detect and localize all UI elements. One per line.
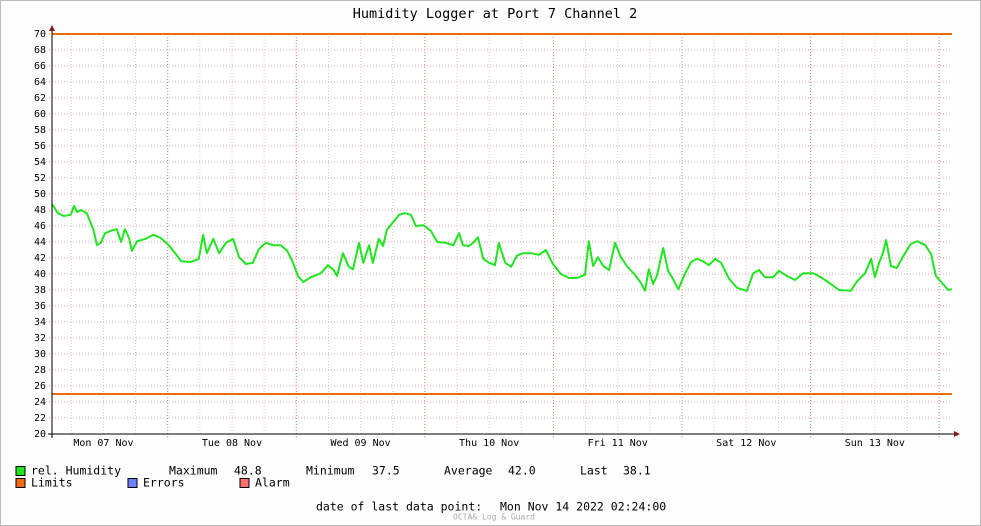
legend-swatch (127, 478, 138, 488)
y-tick-label: 30 (34, 349, 46, 360)
y-tick-label: 22 (34, 413, 46, 424)
y-tick-label: 20 (34, 429, 46, 440)
data-line (51, 203, 953, 292)
x-tick-label: Fri 11 Nov (588, 438, 648, 449)
y-tick-label: 52 (34, 173, 46, 184)
stat-label: Average (444, 464, 493, 478)
y-tick-label: 48 (34, 205, 46, 216)
y-tick-label: 64 (34, 77, 46, 88)
y-tick-label: 26 (34, 381, 46, 392)
x-tick-label: Sun 13 Nov (845, 438, 905, 449)
stat-value: 42.0 (508, 464, 536, 478)
stat-value: 48.8 (234, 464, 262, 478)
y-tick-label: 42 (34, 253, 46, 264)
plot-area (52, 34, 952, 434)
y-tick-label: 28 (34, 365, 46, 376)
chart-title: Humidity Logger at Port 7 Channel 2 (353, 6, 637, 22)
legend-label: Errors (143, 476, 185, 490)
y-tick-label: 24 (34, 397, 46, 408)
grid (49, 33, 952, 437)
legend-label: Alarm (255, 476, 290, 490)
legend-swatch (239, 478, 250, 488)
y-tick-label: 50 (34, 189, 46, 200)
y-tick-label: 34 (34, 317, 46, 328)
x-tick-label: Tue 08 Nov (202, 438, 262, 449)
x-arrow (954, 431, 960, 437)
y-tick-label: 44 (34, 237, 46, 248)
y-tick-label: 32 (34, 333, 46, 344)
x-tick-label: Sat 12 Nov (716, 438, 776, 449)
y-arrow (49, 25, 55, 31)
y-tick-label: 40 (34, 269, 46, 280)
labels: 20 22 24 26 28 30 32 34 36 38 40 42 44 46 48 50 52 54 56 58… (34, 29, 905, 449)
x-tick-label: Wed 09 Nov (330, 438, 390, 449)
y-tick-label: 46 (34, 221, 46, 232)
stat-label: Maximum (169, 464, 218, 478)
legend-label: Limits (31, 476, 73, 490)
watermark: OCTA& Log & Guard (453, 513, 535, 522)
y-tick-label: 58 (34, 125, 46, 136)
y-tick-label: 38 (34, 285, 46, 296)
y-tick-label: 66 (34, 61, 46, 72)
y-tick-label: 36 (34, 301, 46, 312)
stat-label: Last (580, 464, 608, 478)
footer-label: date of last data point: (316, 500, 482, 514)
legend-swatch (15, 466, 26, 476)
stat-value: 38.1 (623, 464, 651, 478)
y-tick-label: 54 (34, 157, 46, 168)
footer-value: Mon Nov 14 2022 02:24:00 (500, 500, 666, 514)
x-tick-label: Mon 07 Nov (73, 438, 133, 449)
y-tick-label: 70 (34, 29, 46, 40)
x-tick-label: Thu 10 Nov (459, 438, 519, 449)
legend-label: rel. Humidity (31, 464, 121, 478)
marks (51, 33, 953, 395)
stat-label: Minimum (306, 464, 355, 478)
y-tick-label: 60 (34, 109, 46, 120)
y-tick-label: 62 (34, 93, 46, 104)
legend-swatch (15, 478, 26, 488)
y-tick-label: 56 (34, 141, 46, 152)
stat-value: 37.5 (372, 464, 400, 478)
y-tick-label: 68 (34, 45, 46, 56)
